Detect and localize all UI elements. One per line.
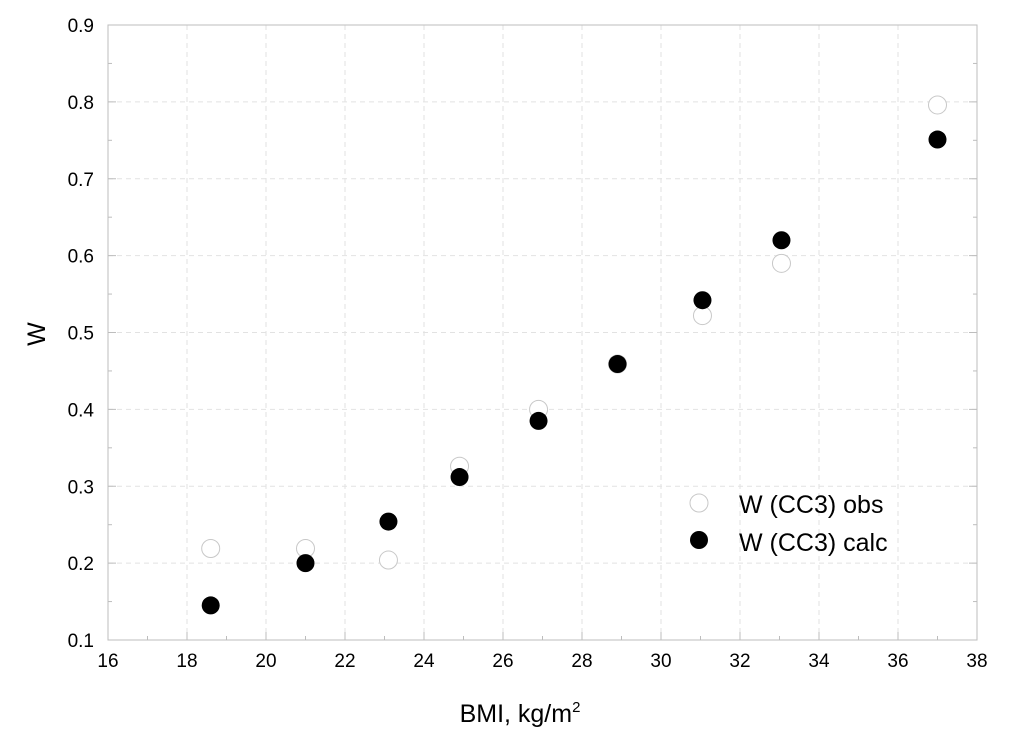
- y-tick-label: 0.1: [68, 631, 94, 652]
- obs-point: [771, 253, 791, 273]
- x-tick-label: 30: [650, 651, 671, 672]
- legend-marker-calc: [690, 531, 708, 549]
- y-tick-label: 0.5: [68, 324, 94, 345]
- calc-point: [201, 596, 220, 615]
- calc-point: [693, 291, 712, 310]
- x-tick-label: 26: [492, 651, 513, 672]
- x-tick-label: 16: [97, 651, 118, 672]
- y-tick-label: 0.4: [68, 400, 95, 421]
- x-tick-label: 22: [334, 651, 355, 672]
- calc-point: [529, 411, 548, 430]
- ticks: 16 18 20 22 24 26 28 30 32 34 36 38 0.1 0.2 0.3 0.4 0.5 0…: [68, 16, 988, 672]
- grid: [108, 25, 977, 640]
- obs-point: [201, 539, 221, 559]
- y-tick-label: 0.8: [68, 93, 94, 114]
- x-tick-label: 18: [176, 651, 197, 672]
- obs-point: [692, 306, 712, 326]
- calc-point: [379, 512, 398, 531]
- y-axis-label: W: [23, 322, 51, 346]
- y-tick-label: 0.2: [68, 554, 94, 575]
- x-tick-label: 28: [571, 651, 592, 672]
- legend: W (CC3) obs W (CC3) calc: [689, 491, 888, 557]
- x-tick-label: 32: [729, 651, 750, 672]
- y-tick-label: 0.7: [68, 170, 94, 191]
- x-tick-label: 38: [966, 651, 987, 672]
- calc-point: [928, 130, 947, 149]
- x-axis-label: BMI, kg/m2: [460, 699, 581, 728]
- x-tick-label: 36: [887, 651, 908, 672]
- y-tick-label: 0.9: [68, 16, 94, 37]
- y-tick-label: 0.6: [68, 247, 94, 268]
- x-tick-label: 20: [255, 651, 276, 672]
- legend-label-obs: W (CC3) obs: [739, 491, 883, 519]
- x-axis-label-superscript: 2: [572, 699, 580, 716]
- data-points: [201, 95, 947, 615]
- obs-point: [378, 550, 398, 570]
- calc-point: [296, 554, 315, 573]
- calc-point: [772, 231, 791, 250]
- legend-label-calc: W (CC3) calc: [739, 529, 888, 557]
- x-tick-label: 34: [808, 651, 830, 672]
- obs-point: [928, 95, 947, 115]
- calc-point: [450, 468, 469, 487]
- calc-point: [608, 355, 627, 374]
- legend-marker-obs: [689, 493, 709, 513]
- x-tick-label: 24: [413, 651, 435, 672]
- y-tick-label: 0.3: [68, 477, 94, 498]
